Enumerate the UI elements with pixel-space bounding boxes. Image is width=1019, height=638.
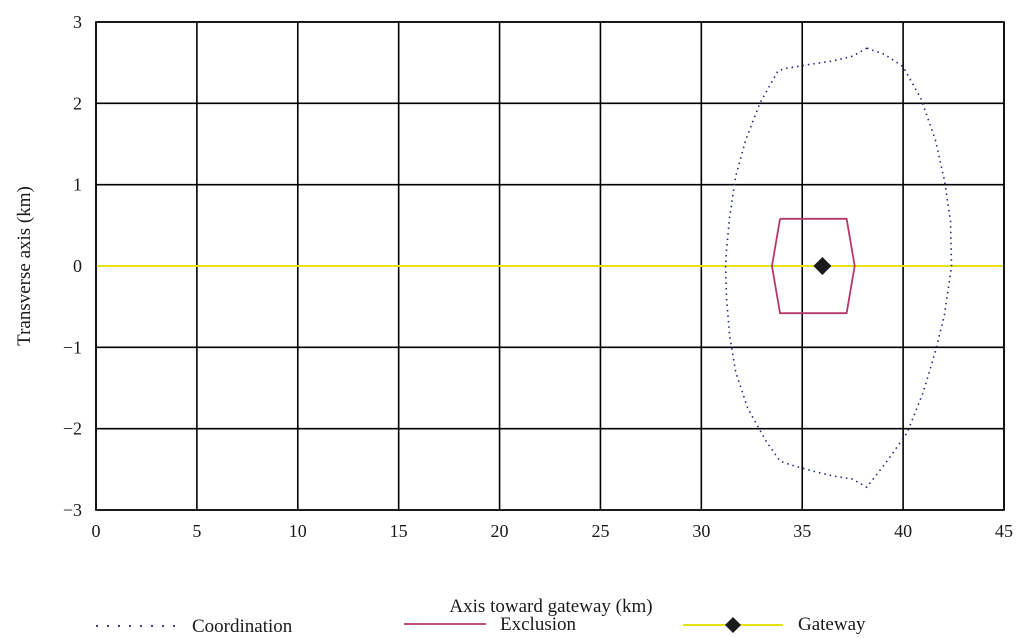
x-tick-label: 15 [390,521,408,541]
x-tick-labels: 0 5 10 15 20 25 30 35 40 45 [92,521,1014,541]
y-tick-label: −2 [63,419,82,439]
x-tick-label: 45 [995,521,1013,541]
x-tick-label: 30 [692,521,710,541]
exclusion-contour [771,217,856,315]
legend: Coordination Exclusion Gateway [96,614,866,637]
coordination-contour [724,47,953,489]
legend-label-exclusion: Exclusion [500,614,576,635]
y-tick-label: 2 [73,93,82,113]
x-tick-label: 35 [793,521,811,541]
y-tick-label: 0 [73,256,82,276]
x-tick-label: 20 [491,521,509,541]
y-tick-label: 1 [73,175,82,195]
plot-frame [95,21,1005,511]
y-tick-label: 3 [73,12,82,32]
y-axis-title: Transverse axis (km) [14,186,35,346]
x-tick-label: 40 [894,521,912,541]
series-layer [96,47,1004,489]
x-axis-title: Axis toward gateway (km) [449,596,652,617]
y-tick-labels: 3 2 1 0 −1 −2 −3 [63,12,82,520]
x-tick-label: 10 [289,521,307,541]
legend-label-gateway: Gateway [798,614,866,635]
legend-label-coordination: Coordination [192,616,293,637]
y-tick-label: −3 [63,500,82,520]
x-tick-label: 5 [192,521,201,541]
legend-marker-gateway [725,617,741,633]
x-tick-label: 25 [591,521,609,541]
x-tick-label: 0 [92,521,101,541]
gateway-marker [813,257,832,275]
y-tick-label: −1 [63,337,82,357]
